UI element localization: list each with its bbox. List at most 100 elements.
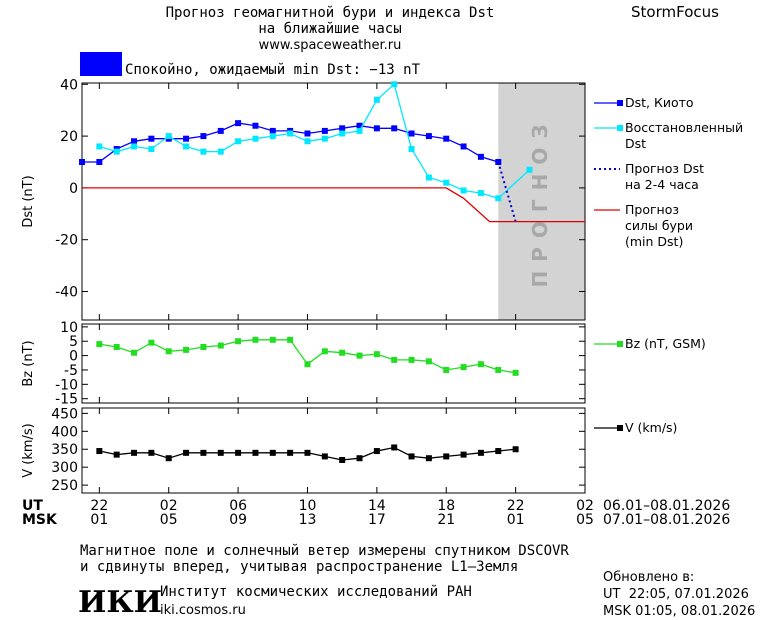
point [200, 449, 207, 456]
forecast-area [498, 83, 585, 320]
point [287, 130, 294, 137]
point [269, 133, 276, 140]
legend-label: V (km/s) [625, 420, 678, 435]
x-tick-label: 22 [507, 498, 525, 514]
point [339, 125, 346, 132]
date-range-ut: 06.01–08.01.2026 [603, 498, 730, 514]
point [425, 133, 432, 140]
point [235, 120, 242, 127]
updated-ut: UT 22:05, 07.01.2026 [603, 587, 749, 602]
url: www.spaceweather.ru [259, 38, 402, 53]
legend-label: Dst, Киото [625, 95, 694, 110]
point [235, 449, 242, 456]
point [443, 135, 450, 142]
point [460, 451, 467, 458]
note: и сдвинуты вперед, учитывая распростране… [80, 559, 518, 575]
series-line [82, 187, 585, 223]
y-tick-label: -5 [64, 363, 78, 379]
point [287, 449, 294, 456]
x-tick-label: 06 [229, 498, 247, 514]
point [235, 138, 242, 145]
point [339, 130, 346, 137]
x-tick-label-msk: 09 [229, 512, 247, 528]
legend-swatch-marker [617, 341, 623, 347]
legend-label: Прогноз силы бури (min Dst) [625, 202, 693, 249]
point [200, 148, 207, 155]
point [477, 361, 484, 368]
x-tick-label-msk: 13 [299, 512, 317, 528]
legend-label: Bz (nT, GSM) [625, 336, 706, 351]
point [408, 130, 415, 137]
point [321, 127, 328, 134]
x-tick-label: 02 [160, 498, 178, 514]
y-axis-label: Dst (nT) [21, 175, 36, 227]
point [495, 366, 502, 373]
point [425, 358, 432, 365]
y-tick-label: -20 [55, 233, 78, 249]
point [165, 455, 172, 462]
point [165, 348, 172, 355]
series-line [497, 161, 517, 222]
point [425, 455, 432, 462]
point [443, 179, 450, 186]
forecast-label: ПРОГНОЗ [528, 115, 552, 287]
point [148, 339, 155, 346]
point [252, 449, 259, 456]
legend-swatch-marker [617, 125, 623, 131]
point [373, 351, 380, 358]
logo: ИКИ [78, 585, 162, 620]
point [165, 133, 172, 140]
point [495, 159, 502, 165]
point [217, 342, 224, 349]
point [373, 96, 380, 103]
point [408, 146, 415, 153]
title: Прогноз геомагнитной бури и индекса Dst [166, 5, 495, 21]
axes-frame [81, 323, 586, 404]
point [339, 349, 346, 356]
point [477, 190, 484, 197]
y-tick-label: -15 [55, 392, 78, 408]
point [148, 135, 155, 142]
x-tick-label-msk: 05 [576, 512, 594, 528]
date-range-msk: 07.01–08.01.2026 [603, 512, 730, 528]
y-tick-label: -40 [55, 285, 78, 301]
y-tick-label: 10 [60, 320, 78, 336]
point [131, 449, 138, 456]
brand: StormFocus [631, 3, 719, 21]
y-tick-label: -10 [55, 377, 78, 393]
point [304, 138, 311, 145]
point [235, 338, 242, 345]
point [287, 336, 294, 343]
y-tick-label: 400 [51, 424, 78, 440]
status-box [80, 52, 122, 76]
point [512, 446, 519, 453]
site: iki.cosmos.ru [160, 603, 246, 618]
point [217, 127, 224, 134]
point [425, 174, 432, 181]
point [460, 143, 467, 150]
x-tick-label-msk: 17 [368, 512, 386, 528]
point [443, 366, 450, 373]
point [96, 341, 103, 348]
y-tick-label: 5 [69, 334, 78, 350]
point [96, 143, 103, 150]
legend-label: Прогноз Dst на 2-4 часа [625, 161, 705, 192]
title: на ближайшие часы [258, 21, 401, 37]
point [200, 133, 207, 140]
point [183, 135, 190, 142]
point [304, 361, 311, 368]
x-axis-title-ut: UT [22, 498, 43, 514]
x-tick-label-msk: 01 [90, 512, 108, 528]
point [217, 449, 224, 456]
status: Спокойно, ожидаемый min Dst: −13 nT [125, 62, 421, 78]
updated-msk: MSK 01:05, 08.01.2026 [603, 604, 755, 619]
point [96, 448, 103, 455]
point [252, 135, 259, 142]
x-axis-title-msk: MSK [22, 512, 58, 528]
point [79, 159, 85, 165]
legend-swatch-marker [617, 100, 623, 106]
x-tick-label-msk: 05 [160, 512, 178, 528]
point [443, 453, 450, 460]
point [252, 122, 259, 129]
